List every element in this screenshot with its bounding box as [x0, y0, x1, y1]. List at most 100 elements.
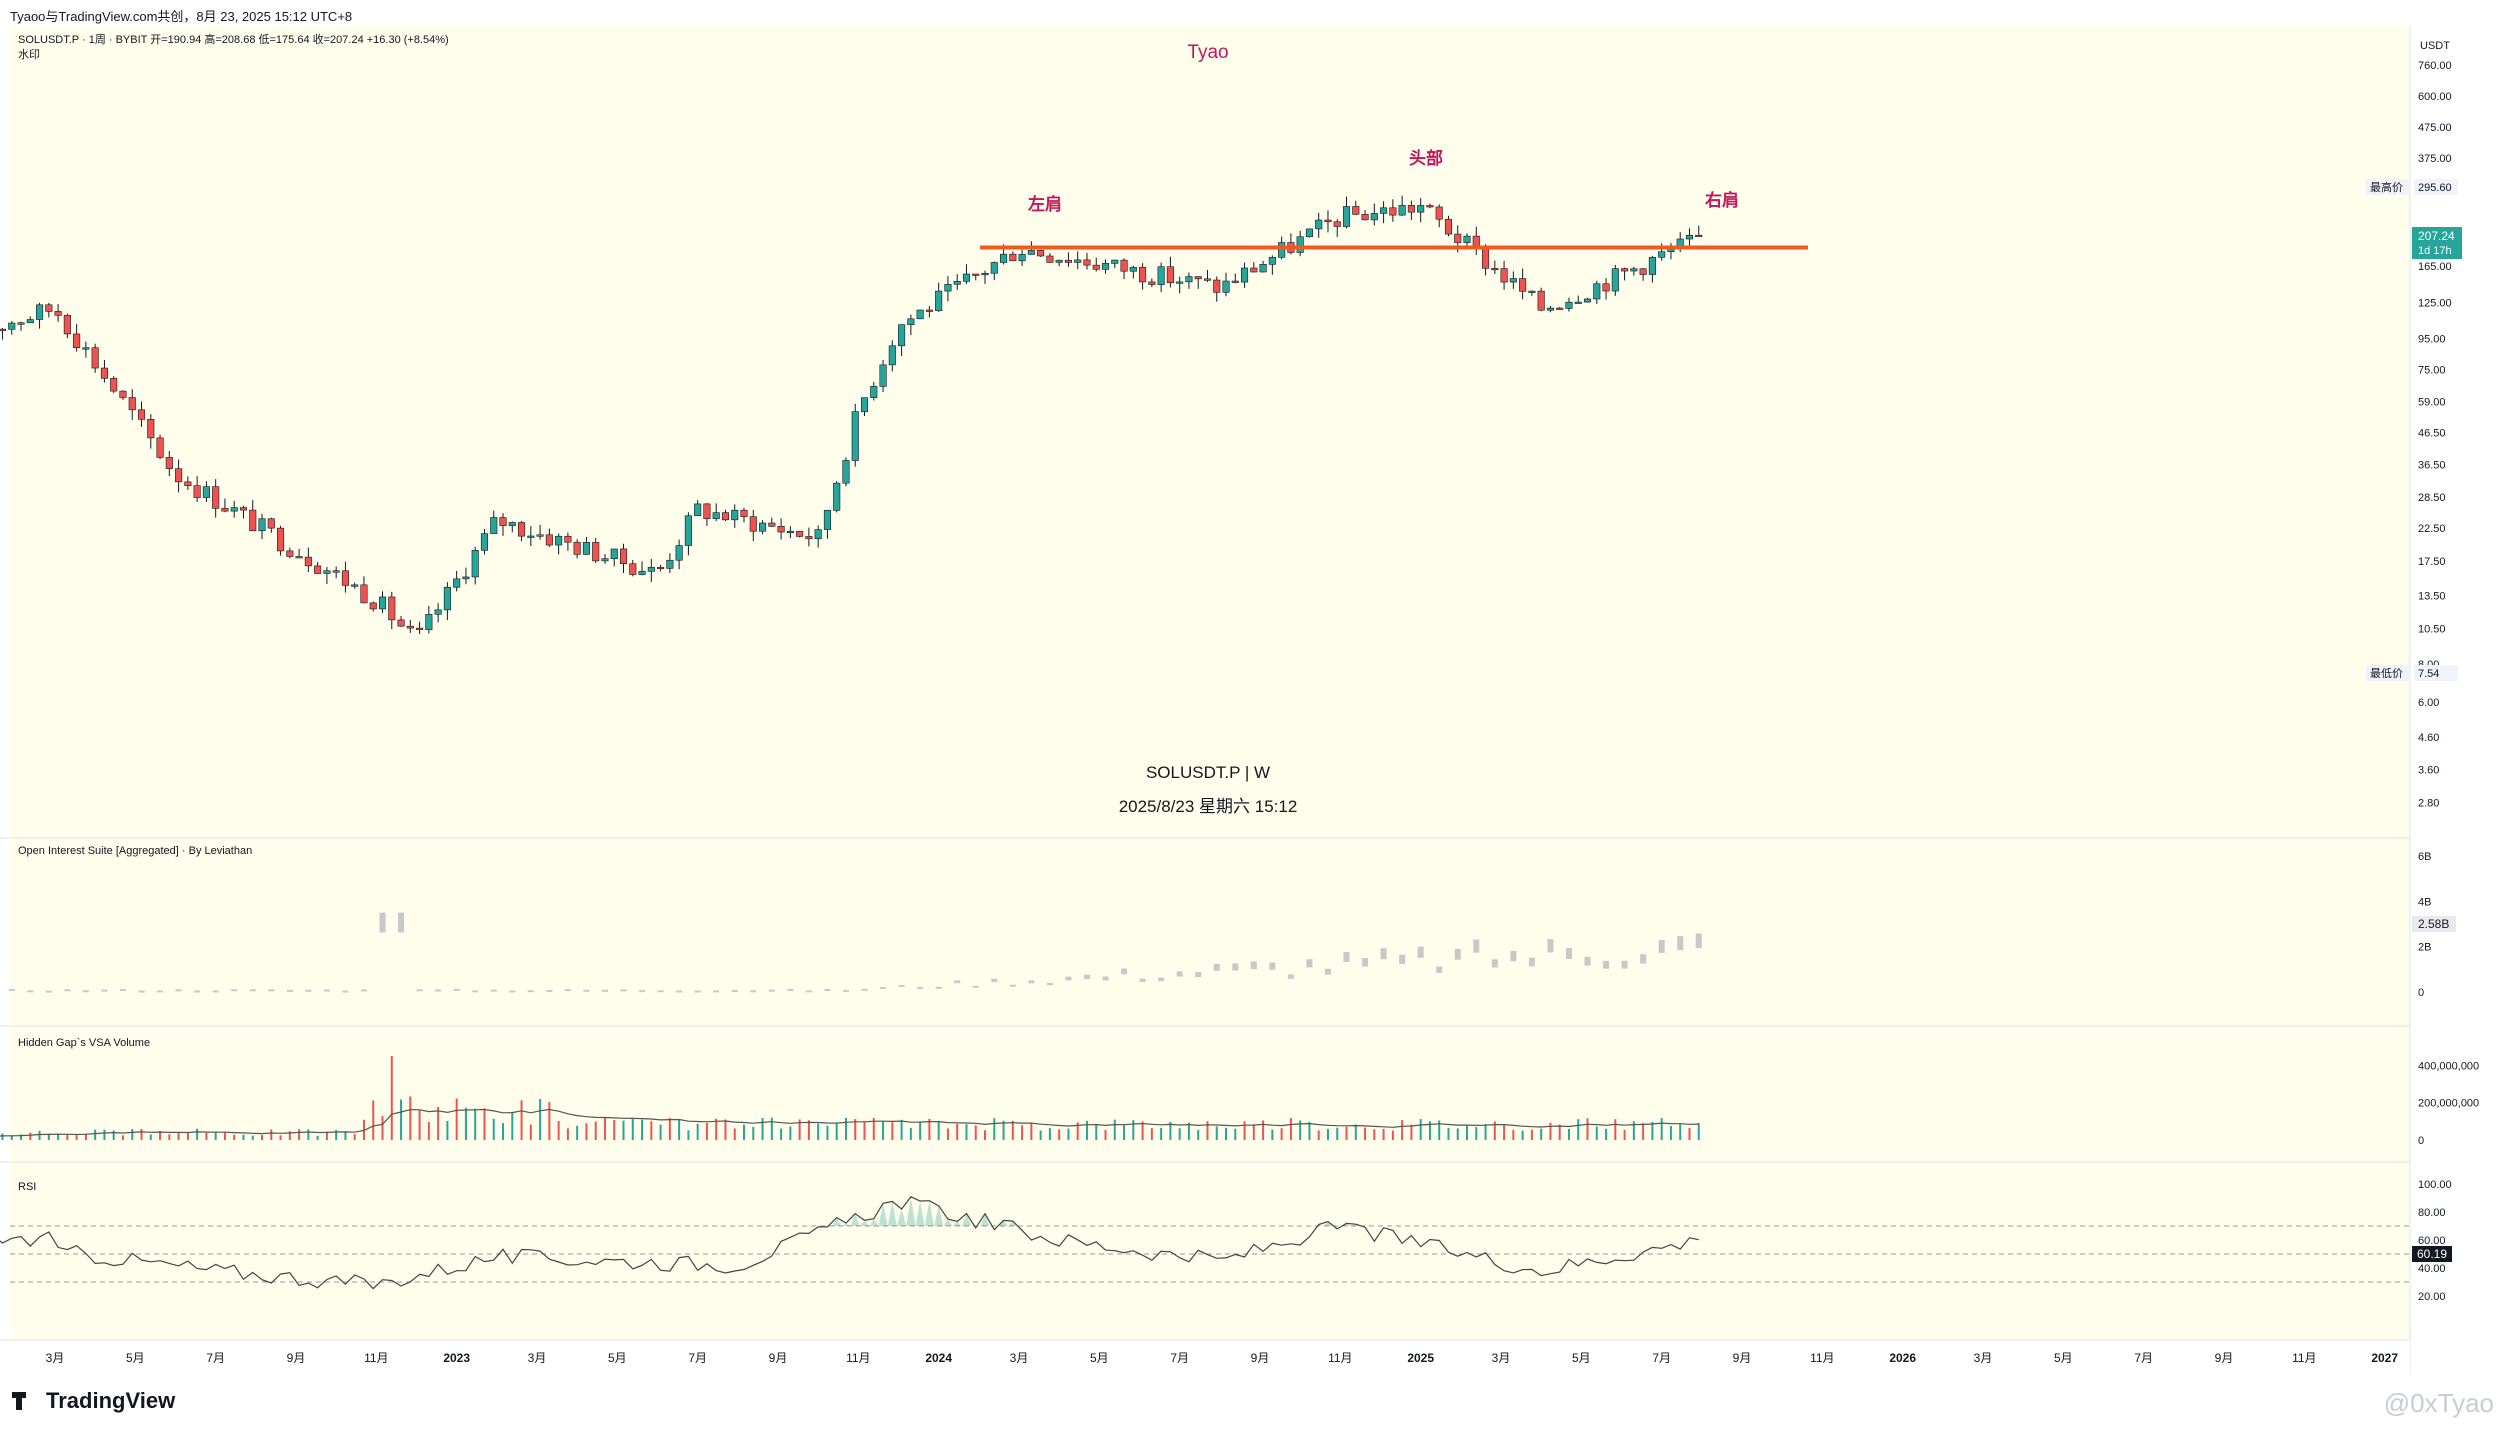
oi-bar: [713, 990, 720, 993]
head-label: 头部: [1409, 148, 1443, 168]
candle-body: [1482, 247, 1490, 269]
candle-body: [675, 545, 683, 561]
candle-body: [1593, 283, 1601, 300]
chart-canvas[interactable]: SOLUSDT.P · 1周 · BYBIT 开=190.94 高=208.68…: [0, 26, 2508, 1374]
oi-bar: [601, 989, 608, 992]
candle-body: [1231, 280, 1239, 283]
candle-body: [1695, 234, 1703, 238]
low-label: 最低价: [2370, 667, 2403, 680]
candle-body: [378, 596, 387, 610]
time-tick-label: 11月: [846, 1351, 870, 1365]
oi-bar: [768, 989, 775, 992]
price-tick-label: 22.50: [2418, 523, 2446, 535]
time-tick-label: 2027: [2371, 1351, 2398, 1365]
candle-body: [1491, 268, 1499, 271]
candle-body: [907, 318, 915, 326]
candle-body: [1370, 213, 1378, 221]
candle-body: [1602, 283, 1610, 292]
price-tick-label: 3.60: [2418, 764, 2439, 776]
oi-bar: [861, 988, 868, 991]
oi-bar: [1324, 968, 1331, 975]
high-label: 最高价: [2370, 180, 2403, 194]
vsa-volume-average: [0, 1108, 1699, 1137]
candle-body: [193, 485, 201, 498]
candle-body: [1074, 259, 1082, 263]
plot-background: [10, 26, 2410, 1340]
time-tick-label: 3月: [1492, 1351, 1511, 1365]
oi-bar: [1213, 963, 1220, 971]
candle-body: [1454, 233, 1462, 243]
candle-body: [1064, 259, 1072, 263]
price-tick-label: 2.80: [2418, 797, 2439, 809]
time-tick-label: 3月: [528, 1351, 547, 1365]
candle-body: [860, 397, 869, 412]
open-interest-bars: [8, 912, 1702, 993]
oi-bar: [249, 989, 256, 992]
vsa-volume-bars: [1, 1056, 1700, 1140]
time-tick-label: 5月: [1090, 1351, 1109, 1365]
oi-bar: [286, 989, 293, 992]
time-tick-label: 7月: [1170, 1351, 1189, 1365]
candle-body: [870, 386, 878, 398]
candle-body: [851, 411, 859, 461]
share-text: Tyaoo与TradingView.com共创，8月 23, 2025 15:1…: [10, 9, 353, 24]
candle-body: [842, 460, 850, 484]
candle-body: [304, 556, 312, 567]
candle-body: [1639, 268, 1647, 275]
candle-body: [1648, 257, 1656, 275]
candle-body: [1046, 255, 1054, 263]
candle-body: [712, 512, 720, 519]
candle-body: [1250, 267, 1258, 273]
tradingview-logo-icon: [12, 1392, 38, 1410]
oi-bar: [379, 912, 386, 933]
candle-body: [1342, 206, 1351, 227]
price-axis[interactable]: USDT 760.00 600.00 475.00 375.00 295.60 165.0…: [2366, 26, 2508, 1374]
candle-body: [1222, 280, 1230, 293]
oi-bar: [342, 990, 349, 993]
oi-bar: [527, 990, 534, 993]
oi-bar: [1436, 966, 1443, 973]
oi-bar: [1621, 960, 1628, 969]
candle-body: [323, 570, 331, 574]
price-tick-label: 10.50: [2418, 623, 2446, 635]
oi-bar: [157, 990, 164, 993]
candle-body: [388, 596, 396, 621]
author-label: Tyao: [1187, 42, 1228, 63]
right-shoulder-label: 右肩: [1705, 190, 1739, 210]
rsi-title: RSI: [18, 1181, 36, 1193]
oi-bar: [676, 990, 683, 993]
oi-bar: [1473, 939, 1480, 953]
oi-bar: [694, 990, 701, 993]
low-marker: 最低价 7.54: [2366, 665, 2458, 681]
candle-body: [332, 570, 340, 573]
candle-body: [527, 535, 535, 538]
candle-body: [26, 319, 34, 324]
candle-body: [1185, 276, 1193, 283]
candle-body: [249, 509, 257, 532]
tradingview-logo-text: TradingView: [46, 1388, 176, 1413]
oi-bar: [1399, 954, 1406, 965]
candle-body: [1203, 278, 1212, 281]
oi-bar: [435, 989, 442, 992]
price-tick-label: 475.00: [2418, 122, 2452, 134]
candle-body: [1166, 266, 1174, 283]
tradingview-logo[interactable]: TradingView: [12, 1388, 175, 1414]
oi-bar: [1139, 978, 1146, 982]
oi-bar: [917, 987, 924, 990]
time-axis[interactable]: 3月 5月 7月 9月 11月 2023 3月 5月 7月 9月 11月 2024 3月 5月 7月 9月 11…: [0, 1339, 2410, 1374]
candle-body: [54, 311, 62, 316]
candle-body: [508, 522, 516, 526]
oi-bar: [1046, 982, 1053, 986]
candle-body: [462, 576, 470, 580]
oi-bar: [268, 989, 275, 992]
oi-bar: [360, 989, 367, 992]
candle-body: [833, 482, 841, 511]
oi-bar: [1102, 976, 1109, 981]
candle-body: [1120, 259, 1128, 272]
oi-bar: [842, 989, 849, 992]
oi-bar: [750, 990, 757, 993]
candle-body: [638, 570, 646, 575]
price-tick-label: 95.00: [2418, 334, 2446, 346]
time-tick-label: 2023: [443, 1351, 470, 1365]
candle-body: [629, 563, 637, 575]
